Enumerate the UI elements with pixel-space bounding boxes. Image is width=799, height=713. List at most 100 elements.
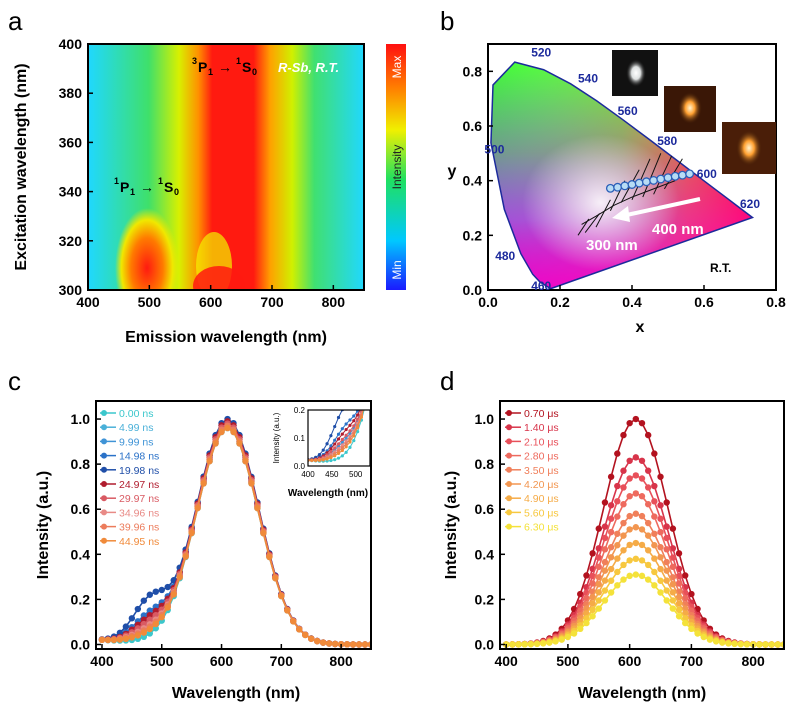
y-tick-label: 0.4 [475, 546, 495, 562]
x-tick-label: 700 [260, 294, 284, 310]
spectrum-point [638, 557, 646, 564]
spectrum-point [601, 499, 609, 506]
spectrum-point [632, 555, 640, 563]
legend-marker [101, 410, 107, 416]
spectrum-point [134, 605, 142, 613]
panel-b-cie: 0.0 0.2 0.4 0.6 0.8 0.00.20.40.60.8 x y 5205… [448, 43, 786, 336]
heatmap-band-label-1p1: 1 P 1 → 1 S 0 [114, 176, 179, 197]
cie-arrow-end-label: 300 nm [586, 237, 638, 254]
spectrum-point [743, 641, 751, 648]
inset-point [367, 383, 370, 386]
legend-label: 29.97 ns [119, 493, 159, 505]
x-tick-label: 500 [556, 653, 580, 669]
cie-data-point [634, 178, 644, 188]
spectrum-point [521, 641, 528, 648]
inset-point [364, 394, 367, 397]
spectrum-point [644, 431, 652, 439]
spectrum-point [614, 582, 621, 589]
heatmap-image [88, 44, 364, 290]
legend-marker [506, 523, 512, 530]
legend-marker [506, 495, 512, 502]
spectrum-point [700, 633, 707, 641]
legend-label: 14.98 ns [119, 451, 159, 463]
band-3p1-to-sub: 0 [252, 67, 257, 77]
spectrum-point [675, 613, 683, 620]
cie-locus-label: 500 [484, 142, 504, 156]
spectrum-point [302, 631, 309, 639]
spectrum-point [278, 592, 285, 600]
spectrum-point [607, 544, 615, 551]
spectrum-point [675, 580, 683, 587]
panel-d-frame [499, 400, 785, 650]
spectrum-point [601, 534, 609, 542]
cie-locus-label: 540 [578, 71, 598, 85]
spectrum-point [632, 510, 640, 517]
spectrum-point [638, 493, 646, 500]
spectrum-point [110, 636, 118, 644]
cie-data-point [627, 180, 637, 189]
spectrum-point [626, 526, 633, 533]
legend-marker [101, 438, 107, 445]
spectrum-point [632, 415, 640, 423]
spectrum-point [540, 640, 547, 647]
cie-data-point [641, 177, 651, 187]
spectrum-point [663, 523, 670, 530]
panel-c-y-ticks: 0.0 0.2 0.4 0.6 0.8 1.0 [71, 411, 101, 652]
inset-point [367, 386, 370, 389]
spectrum-point [164, 604, 171, 611]
spectrum-point [669, 589, 677, 596]
isotherm-line [595, 199, 611, 228]
inset-ticks: 400 450 500 0.0 0.1 0.2 [294, 406, 363, 479]
spectrum-point [626, 493, 633, 500]
panel-c-legend: 0.00 ns 4.99 ns 9.99 ns 14.98 ns 19.98 ns 24.… [100, 408, 159, 548]
legend-marker [101, 466, 107, 473]
cie-gamut [490, 61, 755, 290]
spectrum-point [152, 620, 159, 628]
spectrum-point [638, 526, 646, 533]
spectrum-point [583, 615, 590, 622]
legend-marker [101, 537, 107, 544]
cie-data-point [656, 174, 666, 184]
colorbar [386, 44, 406, 290]
spectrum-point [694, 630, 701, 637]
isotherm-line [584, 213, 600, 233]
spectrum-point [620, 484, 627, 491]
spectrum-point [614, 555, 621, 562]
band-1p1-from-sup: 1 [114, 176, 119, 186]
spectrum-point [200, 480, 207, 487]
spectrum-point [601, 558, 609, 566]
spectrum-point [260, 530, 267, 537]
spectrum-point [620, 501, 627, 508]
legend-marker [101, 452, 107, 459]
legend-marker [101, 424, 107, 431]
spectrum-point [188, 529, 195, 537]
inset-point [364, 385, 367, 388]
spectrum-point [651, 542, 658, 549]
spectrum-point [669, 563, 677, 571]
spectrum-point [725, 640, 732, 647]
panel-c-x-label: Wavelength (nm) [172, 685, 300, 702]
spectrum-point [614, 568, 621, 576]
inset-x-tick-label: 400 [301, 470, 315, 479]
spectrum-point [651, 582, 658, 589]
y-tick-label: 0.4 [463, 173, 483, 189]
spectrum-point [308, 635, 315, 642]
band-1p1-to-sub: 0 [174, 187, 179, 197]
inset-point [367, 384, 370, 387]
y-tick-label: 0.0 [463, 282, 483, 298]
inset-point [367, 382, 370, 385]
legend-label: 19.98 ns [119, 465, 159, 477]
cie-locus-label: 580 [657, 134, 677, 148]
inset-point [364, 397, 367, 400]
panel-d-spectra: 400 500 600 700 800 0.0 0.2 0.4 0.6 0.8 1.0 Wavel… [443, 400, 785, 702]
spectrum-point [595, 563, 602, 571]
cie-locus-labels: 520 540 560 580 600 620 500 480 460 [484, 45, 760, 293]
spectrum-point [589, 606, 596, 614]
cie-locus-label: 520 [531, 45, 551, 59]
inset-point [367, 387, 370, 390]
y-tick-label: 0.0 [71, 636, 91, 652]
spectrum-point [116, 636, 124, 643]
colorbar-min-label: Min [390, 260, 404, 279]
panel-label-b: b [440, 6, 454, 36]
spectrum-point [601, 567, 609, 574]
